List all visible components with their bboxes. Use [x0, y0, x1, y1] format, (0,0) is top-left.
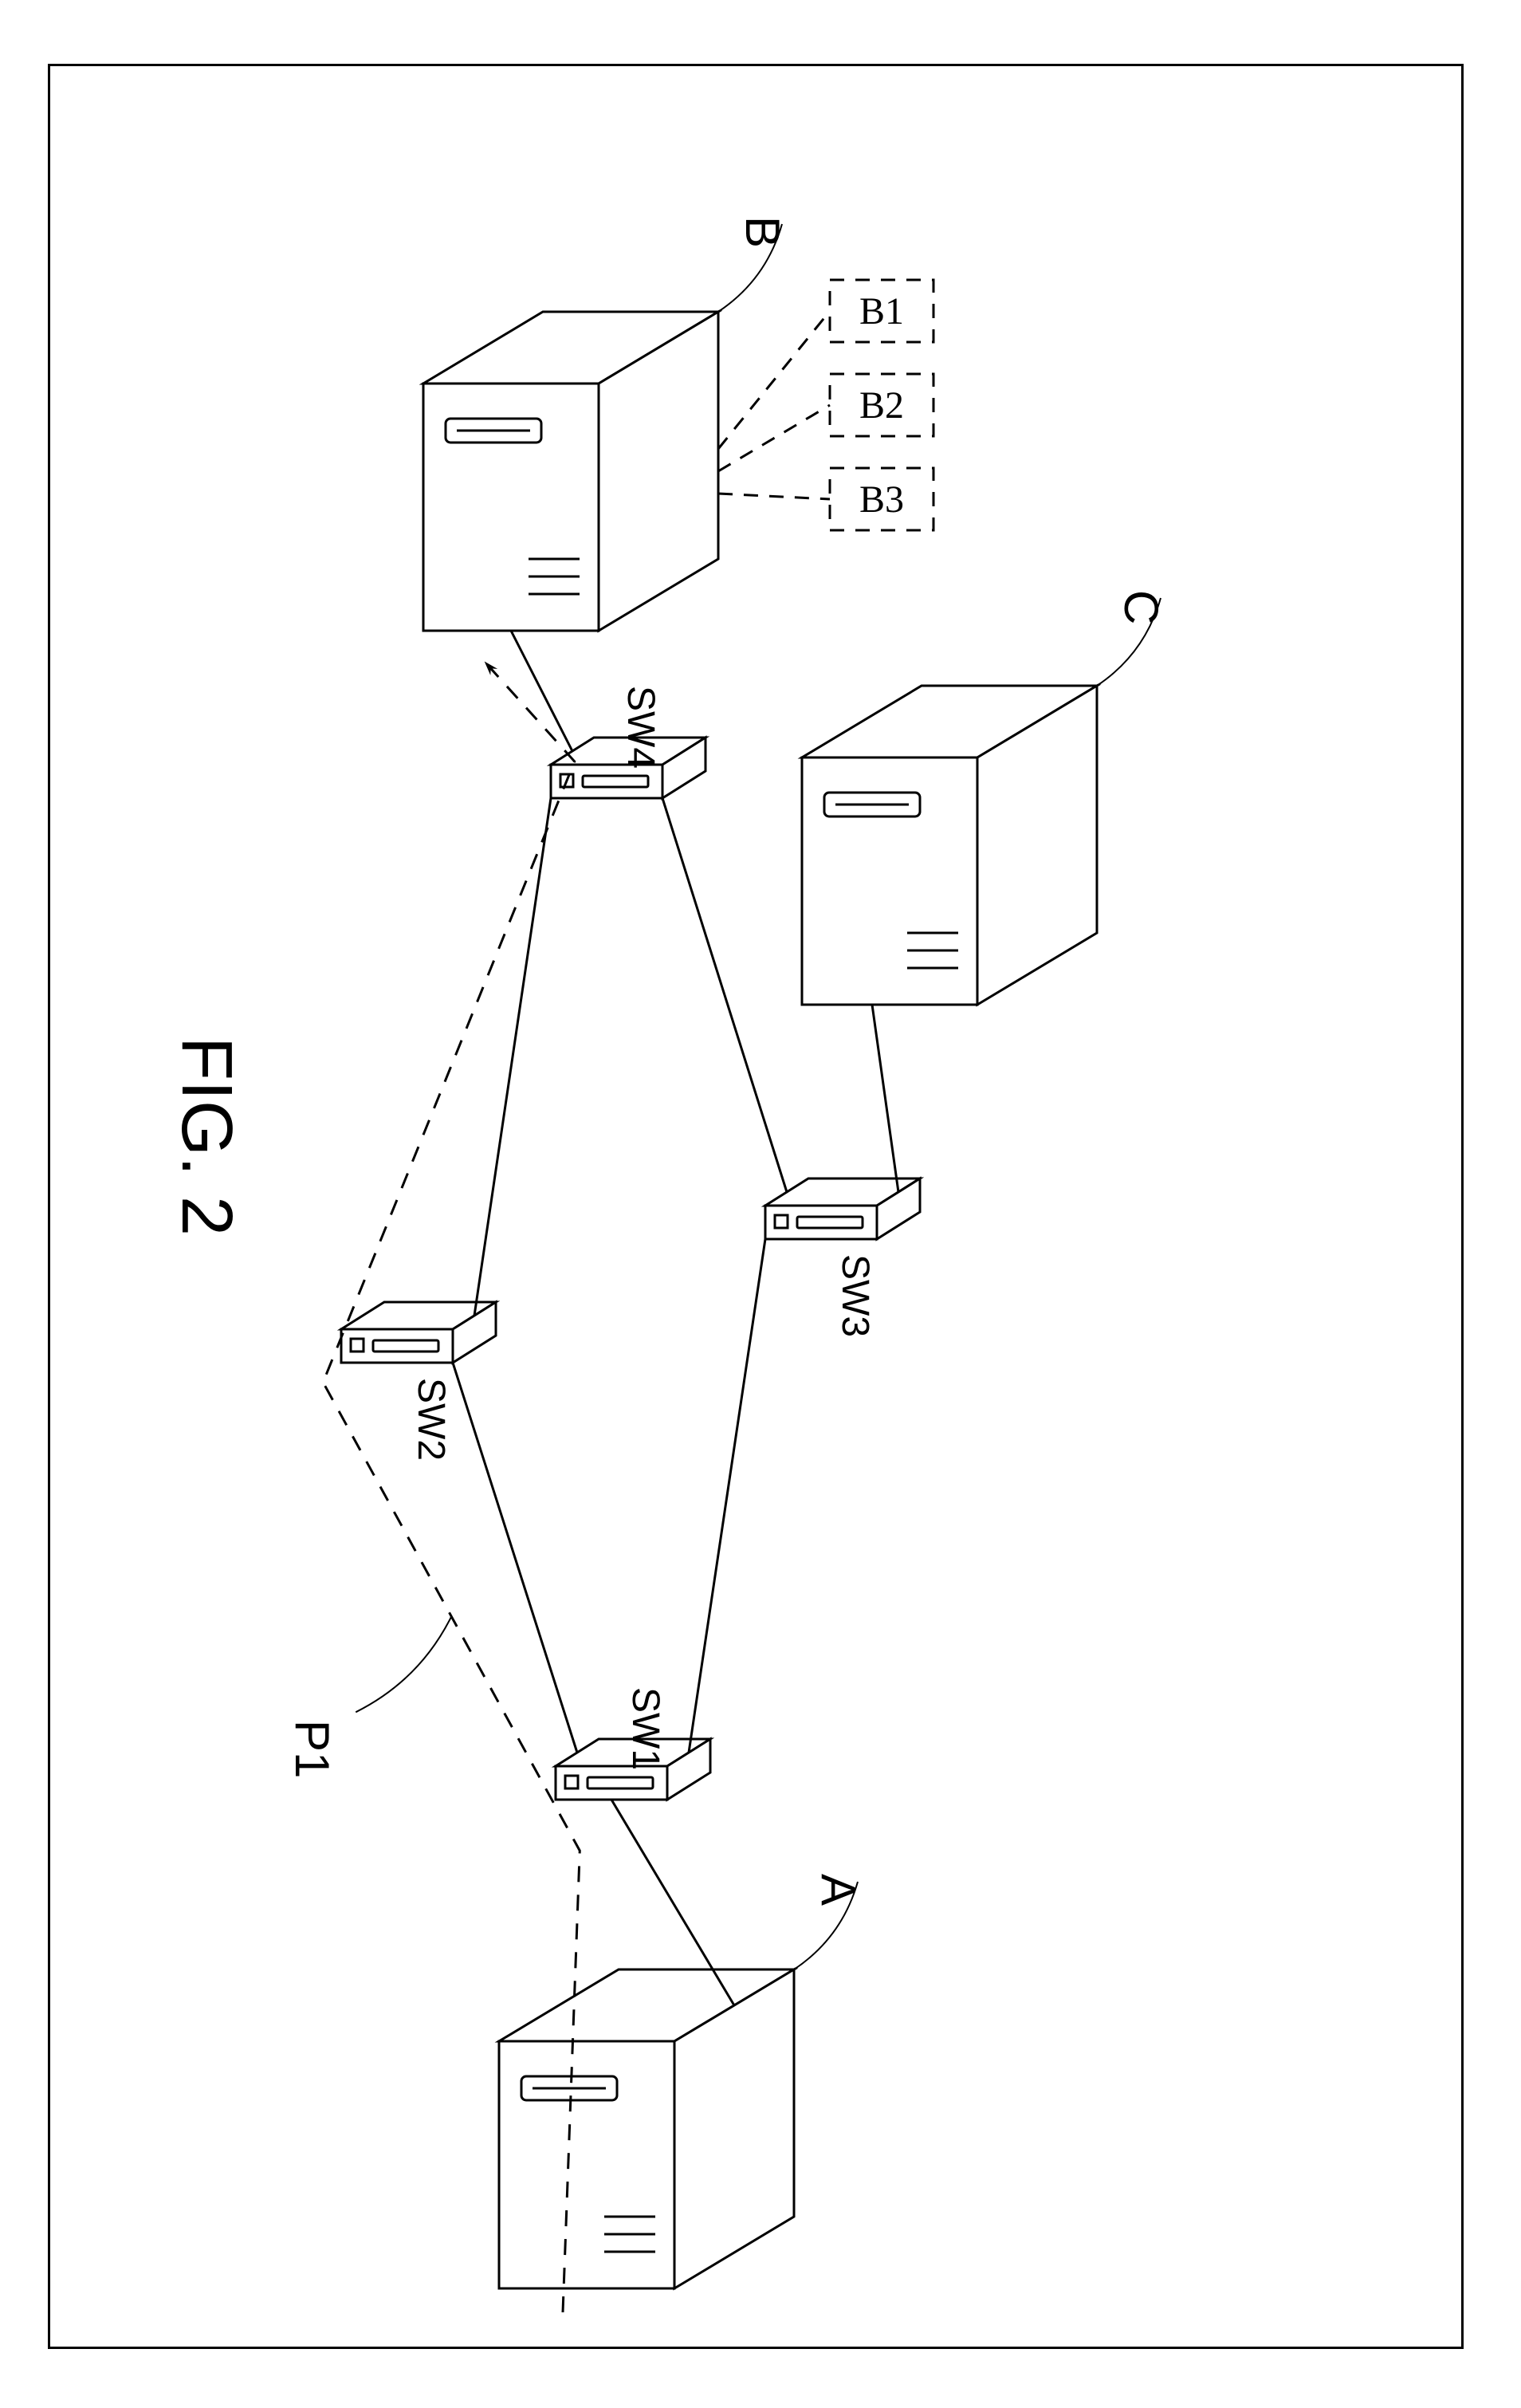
label-switch-SW4: SW4	[619, 686, 662, 769]
server-B	[423, 312, 718, 631]
vm-label-B1: B1	[859, 290, 904, 332]
leader-p1	[356, 1616, 451, 1712]
label-switch-SW3: SW3	[833, 1254, 877, 1337]
link-SW3-SW4	[662, 798, 787, 1192]
figure-caption: FIG. 2	[165, 1037, 247, 1236]
vm-boxes: B1 B2 B3	[718, 280, 933, 530]
link-SW1-SW2	[453, 1363, 577, 1753]
server-A	[499, 1969, 794, 2288]
label-server-A: A	[811, 1874, 866, 1906]
label-switch-SW1: SW1	[623, 1687, 667, 1770]
label-server-C: C	[1114, 590, 1169, 624]
label-server-B: B	[735, 216, 790, 248]
switch-SW2	[341, 1302, 496, 1363]
link-SW2-SW4	[474, 798, 551, 1316]
link-SW1-SW3	[689, 1239, 765, 1753]
label-p1: P1	[285, 1720, 340, 1778]
vm-label-B2: B2	[859, 384, 904, 427]
vm-label-B3: B3	[859, 478, 904, 521]
link-SW3-C	[872, 1005, 898, 1192]
server-C	[802, 686, 1097, 1005]
label-switch-SW2: SW2	[409, 1378, 453, 1461]
link-SW4-B	[511, 631, 572, 751]
